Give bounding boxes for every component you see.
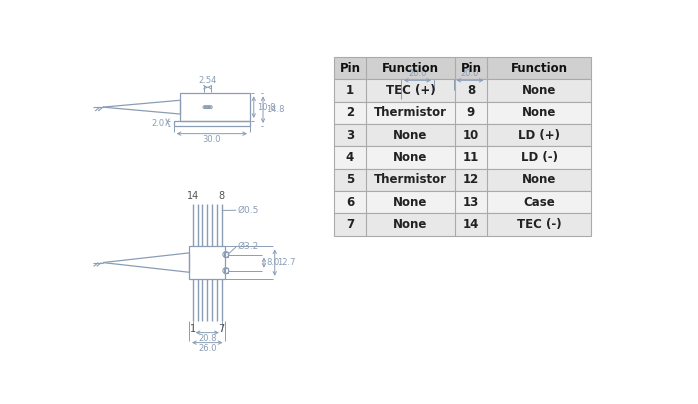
Text: Pin: Pin bbox=[461, 62, 482, 75]
Text: TEC (+): TEC (+) bbox=[386, 84, 436, 97]
Text: None: None bbox=[522, 84, 556, 97]
Text: 7: 7 bbox=[218, 324, 225, 334]
Text: 10: 10 bbox=[463, 128, 479, 142]
Text: Ø0.5: Ø0.5 bbox=[238, 206, 259, 215]
Bar bbox=[334, 146, 591, 168]
Bar bbox=[334, 102, 591, 124]
Text: Ø3.2: Ø3.2 bbox=[238, 242, 259, 251]
Text: 11: 11 bbox=[463, 151, 479, 164]
Text: Function: Function bbox=[510, 62, 567, 75]
Text: 5: 5 bbox=[346, 173, 354, 186]
Text: Thermistor: Thermistor bbox=[374, 106, 447, 119]
Text: TEC (-): TEC (-) bbox=[517, 218, 561, 231]
Text: 26.0: 26.0 bbox=[198, 344, 216, 353]
Text: Thermistor: Thermistor bbox=[374, 173, 447, 186]
Bar bbox=[334, 124, 591, 146]
Text: 2.54: 2.54 bbox=[198, 76, 217, 85]
Text: 8: 8 bbox=[467, 84, 475, 97]
Text: LD (+): LD (+) bbox=[518, 128, 560, 142]
Text: 14.8: 14.8 bbox=[266, 105, 285, 114]
Bar bbox=[334, 79, 591, 102]
Text: 20.0: 20.0 bbox=[408, 69, 426, 78]
Text: Case: Case bbox=[524, 196, 555, 208]
Text: 10.8: 10.8 bbox=[257, 103, 275, 112]
Bar bbox=[334, 168, 591, 191]
Text: None: None bbox=[393, 151, 428, 164]
Bar bbox=[334, 213, 591, 236]
Text: 9: 9 bbox=[467, 106, 475, 119]
Text: 14: 14 bbox=[463, 218, 479, 231]
Text: 14: 14 bbox=[186, 191, 199, 201]
Text: 12.7: 12.7 bbox=[277, 258, 295, 267]
Text: Function: Function bbox=[382, 62, 439, 75]
Text: 2.0: 2.0 bbox=[151, 119, 165, 128]
Text: 2: 2 bbox=[346, 106, 354, 119]
Text: 7: 7 bbox=[346, 218, 354, 231]
Text: LD (-): LD (-) bbox=[521, 151, 558, 164]
Text: None: None bbox=[393, 196, 428, 208]
Text: 12: 12 bbox=[463, 173, 479, 186]
Text: None: None bbox=[393, 128, 428, 142]
Text: None: None bbox=[522, 173, 556, 186]
Bar bbox=[334, 191, 591, 213]
Text: Pin: Pin bbox=[339, 62, 361, 75]
Text: 1: 1 bbox=[346, 84, 354, 97]
Text: 8: 8 bbox=[218, 191, 225, 201]
Text: 8.0: 8.0 bbox=[266, 258, 279, 267]
Text: 4: 4 bbox=[346, 151, 354, 164]
Text: 3: 3 bbox=[346, 128, 354, 142]
Text: 20.8: 20.8 bbox=[198, 334, 216, 343]
Text: 30.0: 30.0 bbox=[202, 135, 221, 144]
Text: 1: 1 bbox=[190, 324, 196, 334]
Bar bbox=[334, 57, 591, 79]
Text: None: None bbox=[522, 106, 556, 119]
Text: 6: 6 bbox=[346, 196, 354, 208]
Text: 13: 13 bbox=[463, 196, 479, 208]
Text: 20.0: 20.0 bbox=[461, 69, 480, 78]
Text: None: None bbox=[393, 218, 428, 231]
